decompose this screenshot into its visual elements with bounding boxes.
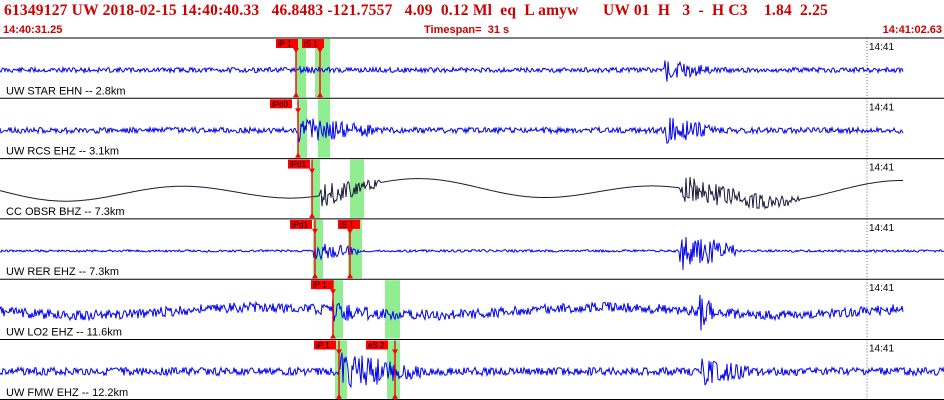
pick-window-highlight [315, 39, 330, 98]
phase-pick-marker-bottom [312, 273, 318, 279]
phase-pick-label: iPd1 [290, 160, 307, 169]
phase-pick-marker-bottom [347, 273, 353, 279]
minute-tick-label: 14:41 [869, 344, 894, 355]
pick-window-highlight [385, 280, 400, 339]
phase-pick-marker-bottom [293, 92, 299, 98]
pick-window-highlight [335, 340, 347, 399]
waveform-trace[interactable] [0, 352, 944, 389]
phase-pick-flag[interactable] [276, 39, 298, 48]
phase-pick-label: iPd0 [272, 100, 289, 109]
pick-window-highlight [312, 159, 320, 218]
phase-pick-flag[interactable] [290, 219, 312, 229]
event-header: 61349127 UW 2018-02-15 14:40:40.33 46.84… [0, 0, 944, 38]
phase-pick-flag[interactable] [366, 340, 388, 350]
phase-pick-marker-top [347, 228, 353, 234]
phase-pick-flag[interactable] [288, 159, 310, 169]
waveform-trace[interactable] [0, 237, 944, 270]
channel-label: UW RER EHZ -- 7.3km [6, 266, 119, 278]
channel-label: UW STAR EHN -- 2.8km [6, 85, 126, 97]
phase-pick-marker-bottom [295, 152, 301, 158]
phase-pick-marker-bottom [392, 393, 398, 399]
channel-label: UW RCS EHZ -- 3.1km [6, 146, 119, 158]
event-summary-line: 61349127 UW 2018-02-15 14:40:40.33 46.84… [4, 2, 828, 19]
phase-pick-marker-top [309, 168, 315, 174]
pick-window-highlight [333, 280, 343, 339]
channel-label: UW FMW EHZ -- 12.2km [6, 387, 128, 399]
phase-pick-marker-top [392, 349, 398, 355]
phase-pick-flag[interactable] [311, 280, 333, 290]
minute-tick-label: 14:41 [869, 42, 894, 53]
phase-pick-label: iP 1 [278, 40, 292, 49]
timespan-readout: Timespan= 31 s [424, 24, 509, 36]
phase-pick-marker-top [317, 48, 323, 53]
phase-pick-marker-bottom [317, 92, 323, 98]
phase-pick-flag[interactable] [302, 39, 324, 48]
phase-pick-label: iP 1 [316, 341, 330, 350]
phase-pick-marker-top [312, 228, 318, 234]
phase-pick-label: iS 1 [304, 40, 318, 49]
phase-pick-marker-bottom [336, 393, 342, 399]
channel-label: CC OBSR BHZ -- 7.3km [6, 206, 125, 218]
window-start-time: 14:40:31.25 [3, 24, 63, 36]
minute-tick-label: 14:41 [869, 223, 894, 234]
phase-pick-marker-top [330, 289, 336, 295]
pick-window-highlight [350, 159, 364, 218]
waveform-trace[interactable] [0, 117, 904, 144]
phase-pick-marker-bottom [330, 333, 336, 339]
phase-pick-flag[interactable] [270, 99, 292, 109]
timespan-label: Timespan= [424, 24, 482, 36]
phase-pick-marker-bottom [309, 212, 315, 218]
phase-pick-flag[interactable] [314, 340, 336, 350]
phase-pick-label: iS 1 [340, 220, 354, 229]
pick-window-highlight [298, 99, 307, 158]
minute-tick-label: 14:41 [869, 102, 894, 113]
phase-pick-marker-top [295, 108, 301, 114]
waveform-trace[interactable] [0, 294, 904, 331]
phase-pick-marker-top [336, 349, 342, 355]
minute-tick-label: 14:41 [869, 163, 894, 174]
waveform-trace[interactable] [0, 176, 903, 210]
waveform-trace[interactable] [0, 60, 904, 82]
channel-label: UW LO2 EHZ -- 11.6km [6, 327, 122, 339]
minute-tick-label: 14:41 [869, 283, 894, 294]
window-end-time: 14:41:02.63 [882, 24, 942, 36]
phase-pick-label: iPd1 [292, 220, 309, 229]
timespan-value: 31 s [487, 24, 510, 36]
pick-window-highlight [296, 39, 306, 98]
phase-pick-flag[interactable] [338, 219, 360, 229]
phase-pick-label: eS 2 [368, 341, 385, 350]
phase-pick-marker-top [293, 48, 299, 53]
phase-pick-label: iP 1 [313, 281, 327, 290]
